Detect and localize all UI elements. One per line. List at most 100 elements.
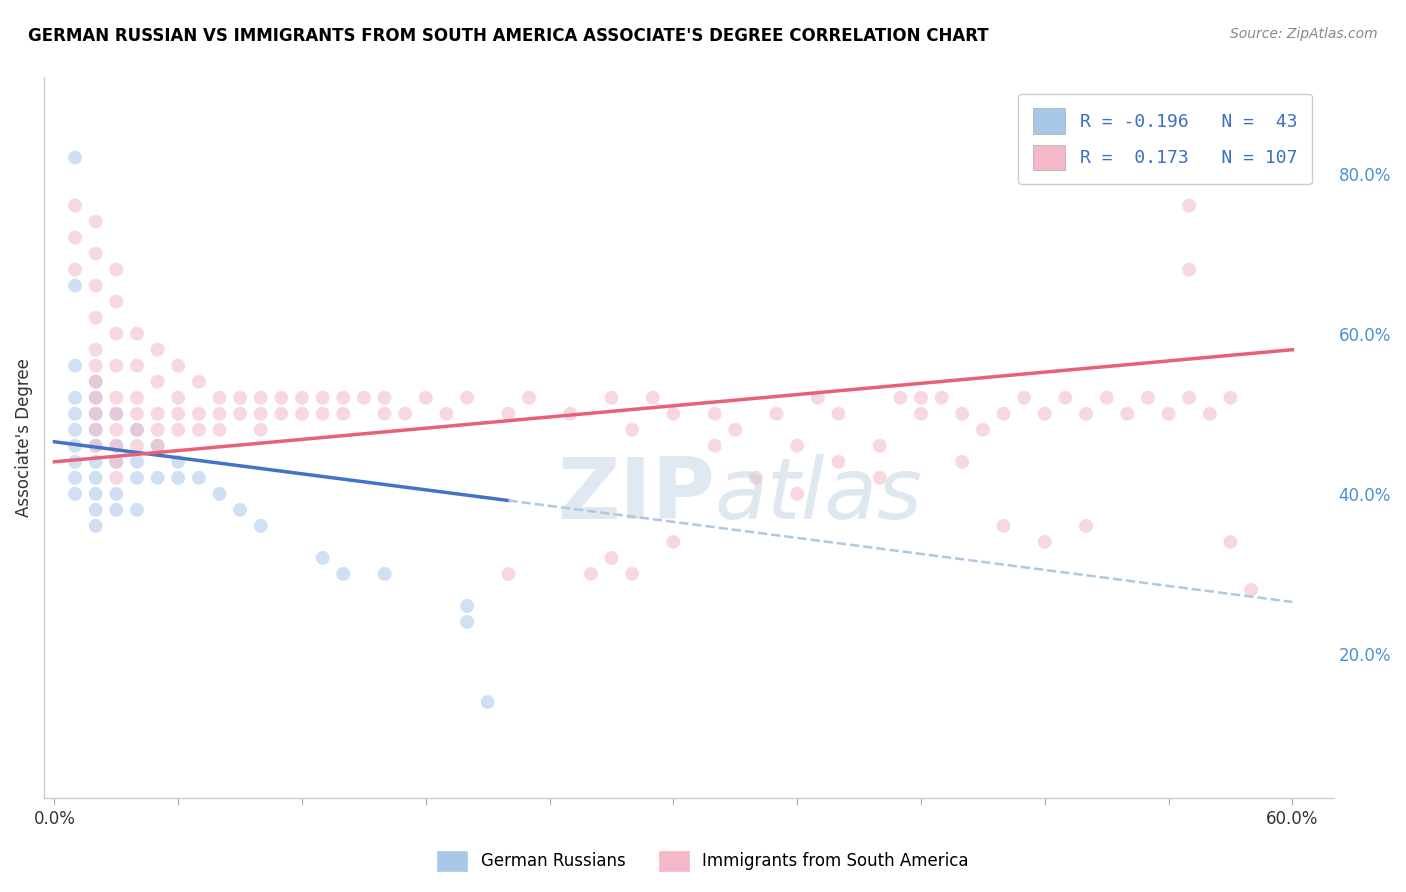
- Point: [125, 503, 148, 517]
- Point: [621, 566, 644, 581]
- Point: [84, 423, 107, 437]
- Point: [125, 439, 148, 453]
- Point: [456, 391, 478, 405]
- Legend: R = -0.196   N =  43, R =  0.173   N = 107: R = -0.196 N = 43, R = 0.173 N = 107: [1018, 94, 1312, 185]
- Point: [167, 359, 190, 373]
- Point: [910, 391, 932, 405]
- Point: [456, 615, 478, 629]
- Point: [621, 423, 644, 437]
- Point: [84, 214, 107, 228]
- Point: [332, 407, 354, 421]
- Point: [703, 439, 725, 453]
- Point: [1198, 407, 1220, 421]
- Point: [187, 423, 209, 437]
- Point: [84, 487, 107, 501]
- Point: [84, 278, 107, 293]
- Point: [724, 423, 747, 437]
- Point: [1054, 391, 1077, 405]
- Point: [125, 423, 148, 437]
- Point: [125, 391, 148, 405]
- Point: [146, 343, 169, 357]
- Point: [332, 566, 354, 581]
- Point: [229, 391, 252, 405]
- Point: [477, 695, 499, 709]
- Point: [1178, 262, 1201, 277]
- Legend: German Russians, Immigrants from South America: German Russians, Immigrants from South A…: [429, 842, 977, 880]
- Point: [105, 407, 128, 421]
- Point: [105, 359, 128, 373]
- Point: [374, 391, 396, 405]
- Point: [910, 407, 932, 421]
- Point: [415, 391, 437, 405]
- Point: [249, 423, 271, 437]
- Point: [827, 407, 849, 421]
- Point: [1240, 582, 1263, 597]
- Point: [1033, 534, 1056, 549]
- Point: [745, 471, 768, 485]
- Point: [105, 423, 128, 437]
- Point: [167, 391, 190, 405]
- Point: [84, 310, 107, 325]
- Point: [63, 230, 86, 244]
- Point: [105, 439, 128, 453]
- Text: atlas: atlas: [714, 454, 922, 537]
- Point: [827, 455, 849, 469]
- Point: [187, 375, 209, 389]
- Point: [972, 423, 994, 437]
- Point: [167, 407, 190, 421]
- Point: [105, 391, 128, 405]
- Point: [950, 455, 973, 469]
- Point: [993, 519, 1015, 533]
- Point: [786, 439, 808, 453]
- Point: [84, 407, 107, 421]
- Point: [662, 534, 685, 549]
- Point: [84, 246, 107, 260]
- Point: [311, 550, 333, 565]
- Point: [84, 375, 107, 389]
- Point: [1033, 407, 1056, 421]
- Point: [332, 391, 354, 405]
- Point: [63, 278, 86, 293]
- Point: [105, 262, 128, 277]
- Point: [84, 391, 107, 405]
- Point: [291, 407, 314, 421]
- Point: [146, 423, 169, 437]
- Y-axis label: Associate's Degree: Associate's Degree: [15, 359, 32, 517]
- Point: [993, 407, 1015, 421]
- Point: [931, 391, 953, 405]
- Point: [1095, 391, 1118, 405]
- Point: [167, 471, 190, 485]
- Point: [600, 550, 623, 565]
- Point: [765, 407, 787, 421]
- Point: [1074, 519, 1097, 533]
- Point: [1219, 391, 1241, 405]
- Point: [84, 439, 107, 453]
- Point: [229, 503, 252, 517]
- Point: [208, 487, 231, 501]
- Point: [63, 471, 86, 485]
- Point: [105, 503, 128, 517]
- Point: [84, 407, 107, 421]
- Point: [270, 391, 292, 405]
- Point: [786, 487, 808, 501]
- Point: [63, 407, 86, 421]
- Point: [374, 566, 396, 581]
- Point: [703, 407, 725, 421]
- Point: [105, 455, 128, 469]
- Point: [125, 471, 148, 485]
- Point: [84, 359, 107, 373]
- Point: [105, 407, 128, 421]
- Point: [208, 407, 231, 421]
- Point: [208, 391, 231, 405]
- Point: [63, 198, 86, 212]
- Point: [146, 407, 169, 421]
- Point: [146, 439, 169, 453]
- Point: [63, 151, 86, 165]
- Point: [84, 519, 107, 533]
- Point: [63, 487, 86, 501]
- Point: [1178, 391, 1201, 405]
- Point: [105, 471, 128, 485]
- Point: [84, 439, 107, 453]
- Text: GERMAN RUSSIAN VS IMMIGRANTS FROM SOUTH AMERICA ASSOCIATE'S DEGREE CORRELATION C: GERMAN RUSSIAN VS IMMIGRANTS FROM SOUTH …: [28, 27, 988, 45]
- Point: [498, 407, 520, 421]
